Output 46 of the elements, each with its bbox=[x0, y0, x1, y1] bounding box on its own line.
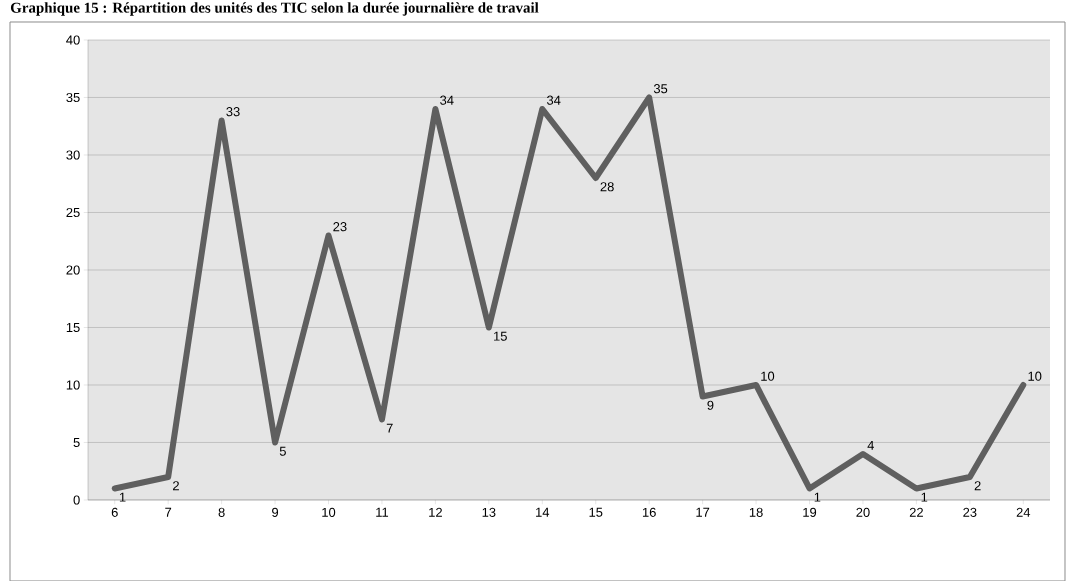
y-tick-label: 30 bbox=[66, 150, 80, 160]
x-tick-label: 18 bbox=[749, 507, 763, 517]
data-label: 1 bbox=[921, 492, 928, 502]
x-tick-label: 11 bbox=[376, 507, 389, 517]
x-tick-label: 20 bbox=[856, 507, 870, 517]
data-label: 34 bbox=[546, 95, 561, 105]
x-tick-label: 9 bbox=[272, 507, 279, 517]
data-label: 34 bbox=[440, 95, 454, 105]
data-label: 5 bbox=[279, 446, 286, 456]
data-label: 10 bbox=[1028, 371, 1042, 381]
x-tick-label: 23 bbox=[963, 507, 977, 517]
y-tick-label: 5 bbox=[73, 437, 80, 447]
data-label: 7 bbox=[386, 423, 393, 433]
x-tick-label: 15 bbox=[589, 507, 603, 517]
data-label: 23 bbox=[333, 221, 347, 232]
data-label: 35 bbox=[653, 83, 668, 94]
data-label: 2 bbox=[173, 480, 179, 490]
data-label: 28 bbox=[600, 181, 614, 192]
x-tick-label: 6 bbox=[111, 507, 118, 517]
x-tick-label: 24 bbox=[1016, 507, 1031, 517]
y-tick-label: 10 bbox=[66, 380, 80, 390]
x-tick-label: 22 bbox=[909, 507, 923, 517]
data-label: 9 bbox=[707, 400, 714, 410]
x-tick-label: 16 bbox=[642, 507, 656, 517]
data-label: 1 bbox=[814, 492, 821, 502]
x-tick-label: 10 bbox=[322, 507, 336, 517]
chart-title: Graphique 15 : Répartition des unités des TIC selon la durée journalière de travail bbox=[10, 1, 539, 16]
x-tick-label: 17 bbox=[696, 507, 710, 517]
y-tick-label: 20 bbox=[66, 265, 80, 275]
y-tick-label: 25 bbox=[66, 207, 80, 217]
x-tick-label: 7 bbox=[165, 507, 172, 517]
data-label: 2 bbox=[974, 480, 981, 490]
y-tick-label: 40 bbox=[66, 35, 80, 45]
data-label: 1 bbox=[119, 492, 126, 502]
data-label: 4 bbox=[867, 440, 874, 450]
x-tick-label: 19 bbox=[803, 507, 817, 517]
data-label: 33 bbox=[226, 106, 240, 117]
y-tick-label: 35 bbox=[66, 92, 80, 102]
x-tick-label: 8 bbox=[218, 507, 225, 517]
data-label: 10 bbox=[761, 371, 775, 381]
x-tick-label: 14 bbox=[536, 507, 550, 517]
y-tick-label: 0 bbox=[73, 495, 80, 505]
x-tick-label: 12 bbox=[429, 507, 442, 517]
x-tick-label: 13 bbox=[482, 507, 496, 517]
y-tick-label: 15 bbox=[66, 322, 80, 332]
data-label: 15 bbox=[494, 331, 507, 341]
